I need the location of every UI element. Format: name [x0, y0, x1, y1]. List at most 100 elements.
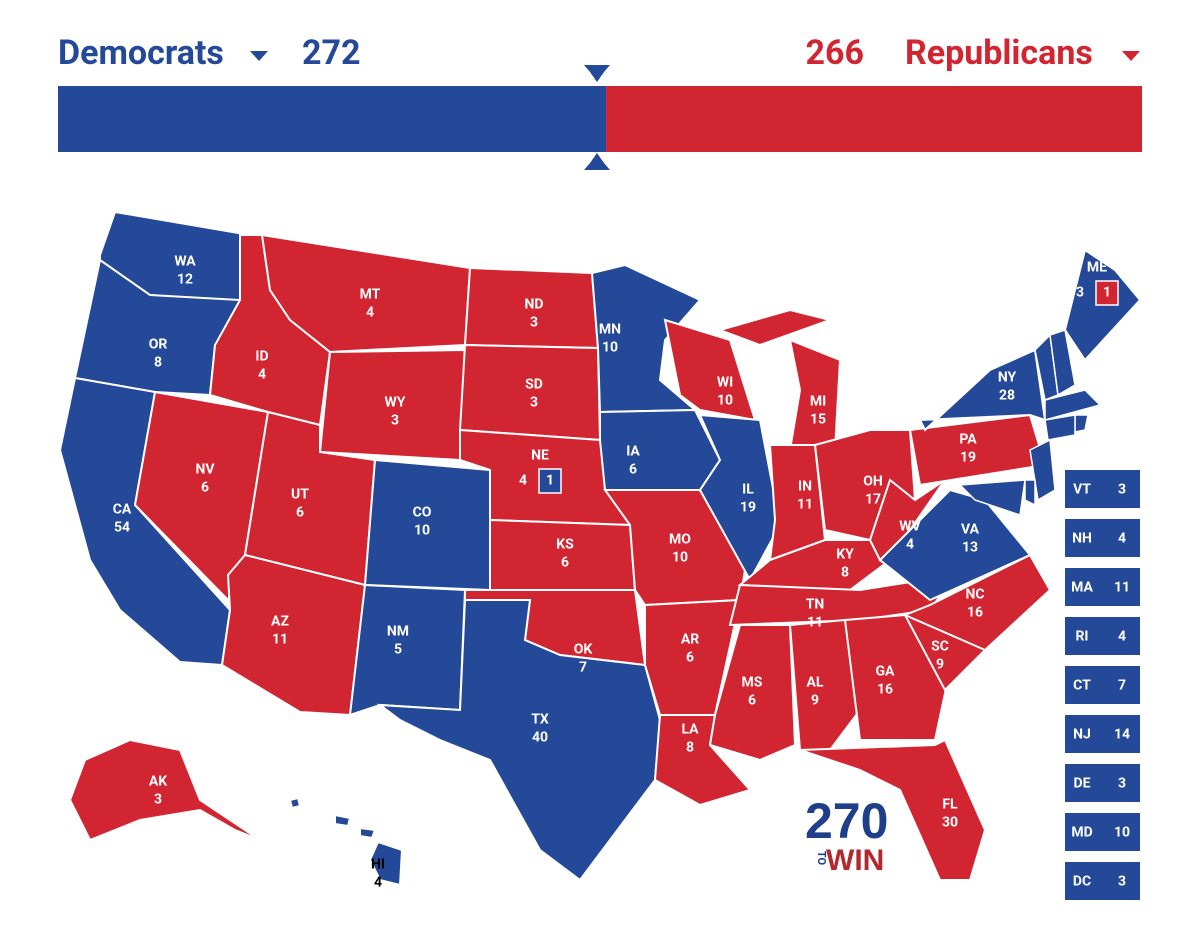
sidebar-abbr: VT [1073, 482, 1091, 498]
sidebar-box[interactable] [1065, 568, 1140, 606]
state-shape[interactable] [1049, 329, 1076, 397]
state-votes: 19 [740, 500, 756, 516]
state-votes: 3 [530, 315, 538, 331]
state-votes: 6 [748, 693, 756, 709]
state-votes: 10 [717, 393, 733, 409]
state-abbr: MT [360, 287, 381, 303]
state-votes: 3 [391, 413, 399, 429]
sidebar-box[interactable] [1065, 470, 1140, 508]
sidebar-votes: 7 [1118, 678, 1126, 694]
logo-word: WIN [826, 844, 884, 877]
state-abbr: CA [113, 502, 132, 518]
state-votes: 3 [154, 792, 162, 808]
state-shape[interactable] [288, 796, 302, 810]
state-shape[interactable] [958, 479, 1026, 516]
sidebar-votes: 10 [1114, 825, 1130, 841]
sidebar-box[interactable] [1065, 617, 1140, 655]
state-votes: 6 [296, 505, 304, 521]
state-votes: 54 [114, 520, 130, 536]
state-abbr: HI [371, 857, 385, 873]
state-abbr: AK [149, 774, 167, 790]
state-shape[interactable] [799, 738, 987, 881]
state-abbr: FL [942, 797, 958, 813]
state-shape[interactable] [368, 840, 404, 887]
district-box[interactable] [538, 468, 562, 494]
state-votes: 4 [519, 473, 527, 489]
sidebar-abbr: DE [1074, 776, 1091, 792]
state-votes: 9 [811, 693, 819, 709]
state-abbr: AR [681, 632, 699, 648]
state-shape[interactable] [1024, 479, 1036, 507]
state-shape[interactable] [1044, 389, 1102, 421]
left-party[interactable]: Democrats [58, 33, 224, 73]
state-abbr: TX [531, 712, 549, 728]
right-party[interactable]: Republicans [905, 33, 1093, 73]
state-shape[interactable] [716, 308, 834, 347]
state-shape[interactable] [788, 618, 862, 751]
state-shape[interactable] [68, 738, 261, 842]
sidebar-votes: 4 [1118, 531, 1126, 547]
state-shape[interactable] [663, 318, 757, 422]
state-shape[interactable] [359, 826, 377, 840]
state-votes: 12 [177, 272, 193, 288]
state-shape[interactable] [599, 408, 722, 491]
midpoint-marker [584, 153, 610, 170]
state-votes: 8 [841, 565, 849, 581]
sidebar-box[interactable] [1065, 715, 1140, 753]
sidebar-votes: 3 [1118, 874, 1126, 890]
state-shape[interactable] [376, 599, 662, 882]
dropdown-arrow[interactable] [250, 51, 268, 61]
state-abbr: OK [574, 642, 593, 658]
sidebar-box[interactable] [1065, 862, 1140, 900]
state-shape[interactable] [220, 553, 367, 717]
state-abbr: GA [876, 664, 896, 680]
state-votes: 3 [530, 395, 538, 411]
logo-small: TO [815, 851, 828, 866]
district-box[interactable] [1095, 280, 1119, 306]
state-abbr: IL [742, 482, 754, 498]
state-abbr: NY [998, 370, 1017, 386]
state-abbr: WY [385, 395, 406, 411]
state-abbr: MI [810, 394, 826, 410]
state-abbr: TN [806, 597, 825, 613]
midpoint-marker [584, 65, 610, 82]
state-votes: 6 [629, 462, 637, 478]
state-votes: 8 [686, 740, 694, 756]
left-votes: 272 [302, 33, 361, 73]
state-shape[interactable] [1044, 414, 1076, 441]
state-votes: 16 [967, 605, 983, 621]
state-abbr: VA [961, 522, 980, 538]
state-shape[interactable] [590, 263, 702, 414]
state-abbr: OR [149, 337, 168, 353]
state-abbr: WV [899, 519, 921, 535]
state-abbr: CO [413, 505, 432, 521]
sidebar-box[interactable] [1065, 519, 1140, 557]
sidebar-votes: 3 [1118, 482, 1126, 498]
state-abbr: WI [717, 375, 733, 391]
state-abbr: AZ [271, 614, 289, 630]
state-votes: 4 [258, 367, 266, 383]
sidebar-abbr: MA [1071, 580, 1093, 596]
sidebar-box[interactable] [1065, 666, 1140, 704]
state-abbr: NV [195, 462, 215, 478]
state-votes: 5 [394, 642, 402, 658]
state-shape[interactable] [334, 813, 352, 828]
state-votes: 10 [602, 340, 618, 356]
right-votes: 266 [805, 33, 864, 73]
dropdown-arrow[interactable] [1122, 51, 1140, 61]
state-shape[interactable] [348, 583, 467, 717]
state-votes: 4 [906, 537, 914, 553]
state-abbr: UT [291, 487, 309, 503]
state-abbr: ME [1087, 260, 1107, 276]
state-abbr: WA [174, 254, 196, 270]
sidebar-box[interactable] [1065, 764, 1140, 802]
logo: 270 TO WIN [805, 793, 888, 877]
state-votes: 11 [272, 632, 288, 648]
state-shape[interactable] [1074, 414, 1089, 433]
state-votes: 16 [877, 682, 893, 698]
sidebar-votes: 4 [1118, 629, 1126, 645]
sidebar-box[interactable] [1065, 813, 1140, 851]
sidebar-abbr: DC [1073, 874, 1091, 890]
sidebar-votes: 11 [1114, 580, 1130, 596]
